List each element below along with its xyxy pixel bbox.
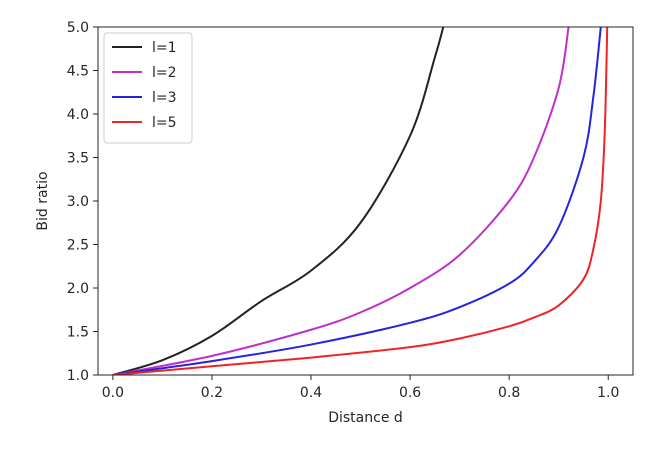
series-line-2 (112, 27, 570, 375)
plot-area (97, 26, 634, 376)
y-tick-label: 4.5 (67, 64, 89, 80)
x-tick-label: 0.6 (399, 385, 421, 401)
x-axis-label: Distance d (328, 410, 403, 426)
y-tick-label: 5.0 (67, 20, 89, 36)
legend: l=1 l=2 l=3 l=5 (103, 32, 193, 144)
y-axis: 1.0 1.5 2.0 2.5 3.0 3.5 4.0 4.5 5.0 (67, 20, 98, 384)
series-line-4 (112, 27, 609, 375)
y-tick-label: 4.0 (67, 107, 89, 123)
series-line-1 (112, 27, 445, 375)
legend-label: l=5 (152, 115, 177, 131)
y-tick-label: 3.5 (67, 151, 89, 167)
legend-label: l=3 (152, 90, 177, 106)
y-tick-label: 2.0 (67, 281, 89, 297)
x-tick-label: 0.0 (102, 385, 124, 401)
x-axis: 0.0 0.2 0.4 0.6 0.8 1.0 (102, 375, 619, 401)
legend-label: l=1 (152, 40, 177, 56)
legend-label: l=2 (152, 65, 177, 81)
y-tick-label: 3.0 (67, 194, 89, 210)
x-tick-label: 0.4 (300, 385, 322, 401)
y-tick-label: 1.5 (67, 325, 89, 341)
series-line-3 (112, 27, 602, 375)
x-tick-label: 0.8 (498, 385, 520, 401)
y-tick-label: 1.0 (67, 368, 89, 384)
legend-box (103, 32, 193, 144)
x-tick-label: 0.2 (201, 385, 223, 401)
y-axis-label: Bid ratio (35, 171, 51, 230)
x-tick-label: 1.0 (597, 385, 619, 401)
y-tick-label: 2.5 (67, 238, 89, 254)
